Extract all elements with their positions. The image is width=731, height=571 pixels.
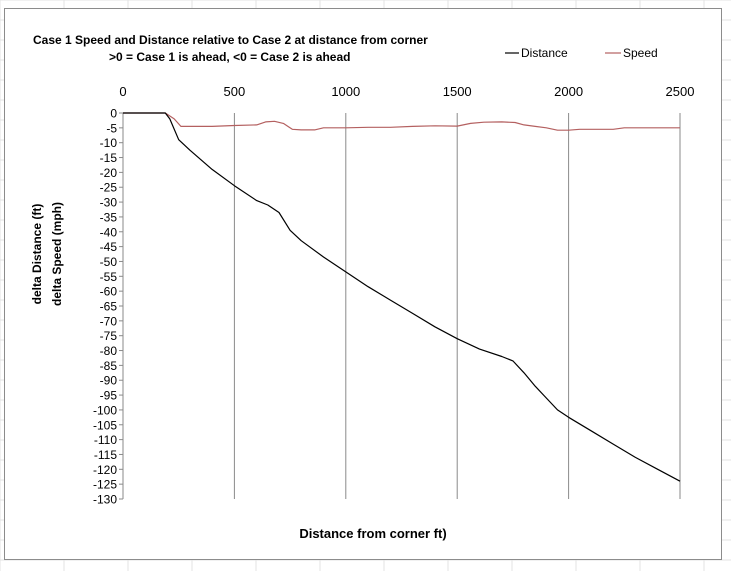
chart-title-line1: Case 1 Speed and Distance relative to Ca… — [33, 33, 428, 47]
chart-area[interactable]: Case 1 Speed and Distance relative to Ca… — [4, 8, 722, 560]
y-tick-label: -20 — [100, 166, 118, 180]
y-tick-label: 0 — [110, 107, 117, 121]
y-tick-label: -55 — [100, 270, 118, 284]
y-tick-label: -100 — [93, 403, 117, 417]
x-tick-label: 1500 — [443, 84, 472, 99]
y-tick-label: -35 — [100, 210, 118, 224]
y-tick-label: -110 — [94, 433, 117, 447]
y-axis-label-group: delta Distance (ft) delta Speed (mph) — [30, 202, 64, 306]
y-tick-label: -75 — [100, 329, 118, 343]
chart-svg: Case 1 Speed and Distance relative to Ca… — [30, 33, 694, 541]
grid-lines — [122, 113, 681, 499]
x-axis-ticks: 0 500 1000 1500 2000 2500 — [119, 84, 694, 99]
y-tick-label: -60 — [100, 285, 118, 299]
y-tick-label: -25 — [100, 181, 118, 195]
x-tick-label: 2000 — [554, 84, 583, 99]
y-tick-label: -80 — [100, 344, 118, 358]
x-tick-label: 0 — [119, 84, 126, 99]
legend: Distance Speed — [505, 46, 658, 60]
y-tick-label: -120 — [93, 463, 117, 477]
legend-label-distance: Distance — [521, 46, 568, 60]
y-axis-ticks: 0-5-10-15-20-25-30-35-40-45-50-55-60-65-… — [93, 107, 123, 507]
y-tick-label: -70 — [100, 314, 118, 328]
series-line-speed — [123, 112, 680, 131]
y-tick-label: -45 — [100, 240, 118, 254]
y-axis-label-line1: delta Distance (ft) — [30, 204, 44, 305]
x-tick-label: 500 — [224, 84, 246, 99]
y-tick-label: -50 — [100, 255, 118, 269]
x-tick-label: 1000 — [331, 84, 360, 99]
y-tick-label: -90 — [100, 374, 118, 388]
y-tick-label: -130 — [93, 493, 117, 507]
y-tick-label: -115 — [94, 448, 117, 462]
y-tick-label: -40 — [100, 225, 118, 239]
y-axis-label-line2: delta Speed (mph) — [50, 202, 64, 306]
y-tick-label: -5 — [106, 121, 117, 135]
y-tick-label: -65 — [100, 300, 118, 314]
y-tick-label: -15 — [100, 151, 118, 165]
legend-label-speed: Speed — [623, 46, 658, 60]
series-line-distance — [123, 112, 681, 482]
x-axis-label: Distance from corner ft) — [299, 526, 446, 541]
x-tick-label: 2500 — [666, 84, 695, 99]
plot-series — [123, 112, 681, 482]
chart-title-line2: >0 = Case 1 is ahead, <0 = Case 2 is ahe… — [109, 50, 351, 64]
y-tick-label: -10 — [100, 136, 118, 150]
y-tick-label: -95 — [100, 389, 118, 403]
y-tick-label: -105 — [93, 418, 117, 432]
y-tick-label: -125 — [93, 478, 117, 492]
y-tick-label: -30 — [100, 196, 118, 210]
y-tick-label: -85 — [100, 359, 118, 373]
